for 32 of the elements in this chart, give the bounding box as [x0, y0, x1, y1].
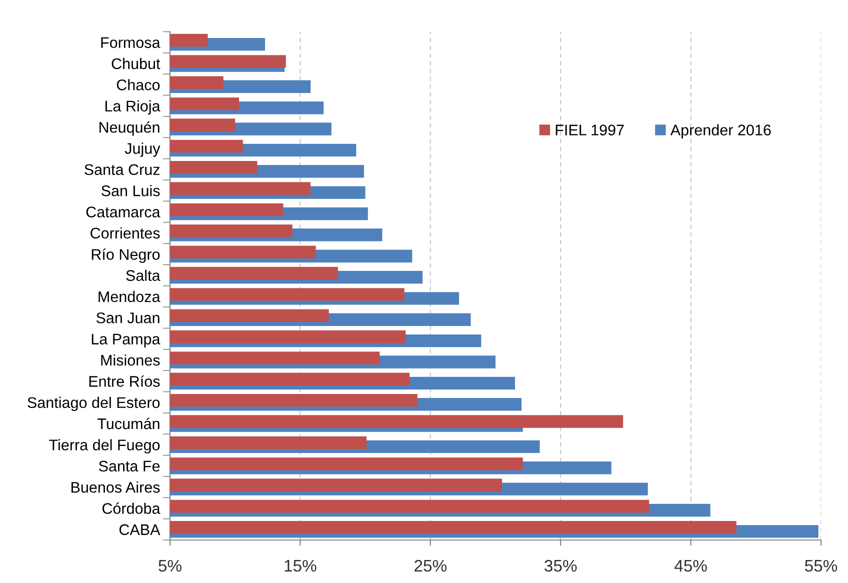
x-tick-label: 55%	[804, 560, 838, 572]
y-tick-label: Buenos Aires	[72, 482, 160, 493]
y-tick-label: Río Negro	[92, 248, 160, 263]
y-tick-label: Misiones	[101, 354, 160, 366]
legend-label: Aprender 2016	[670, 124, 771, 138]
y-tick-label: Corrientes	[90, 227, 160, 239]
y-tick-label: San Juan	[96, 312, 160, 324]
y-tick-label: Chubut	[112, 58, 160, 70]
x-tick-label: 5%	[158, 560, 182, 572]
y-tick-label: Santa Fe	[98, 460, 160, 472]
x-tick-label: 25%	[414, 560, 446, 572]
y-tick-label: Salta	[126, 270, 160, 281]
x-tick-label: 45%	[674, 560, 707, 572]
y-tick-label: Mendoza	[98, 290, 160, 302]
y-tick-label: CABA	[119, 524, 160, 536]
y-tick-label: Chaco	[116, 79, 160, 90]
legend-label: FIEL 1997	[556, 124, 624, 136]
y-tick-label: Córdoba	[102, 502, 160, 514]
y-tick-label: Entre Ríos	[89, 375, 160, 387]
y-tick-label: La Rioja	[105, 100, 160, 115]
x-tick-label: 35%	[544, 560, 577, 572]
y-tick-label: Jujuy	[124, 142, 160, 157]
y-tick-label: Tierra del Fuego	[49, 439, 160, 454]
y-tick-label: Catamarca	[86, 206, 160, 218]
y-tick-label: La Pampa	[92, 334, 160, 348]
y-tick-label: Santiago del Estero	[28, 396, 160, 412]
y-tick-label: Neuquén	[100, 121, 160, 136]
y-tick-label: Tucumán	[98, 418, 160, 430]
x-tick-label: 15%	[284, 560, 316, 572]
y-tick-label: Santa Cruz	[84, 164, 160, 176]
y-tick-label: Formosa	[101, 37, 160, 48]
y-tick-label: San Luis	[102, 185, 160, 196]
